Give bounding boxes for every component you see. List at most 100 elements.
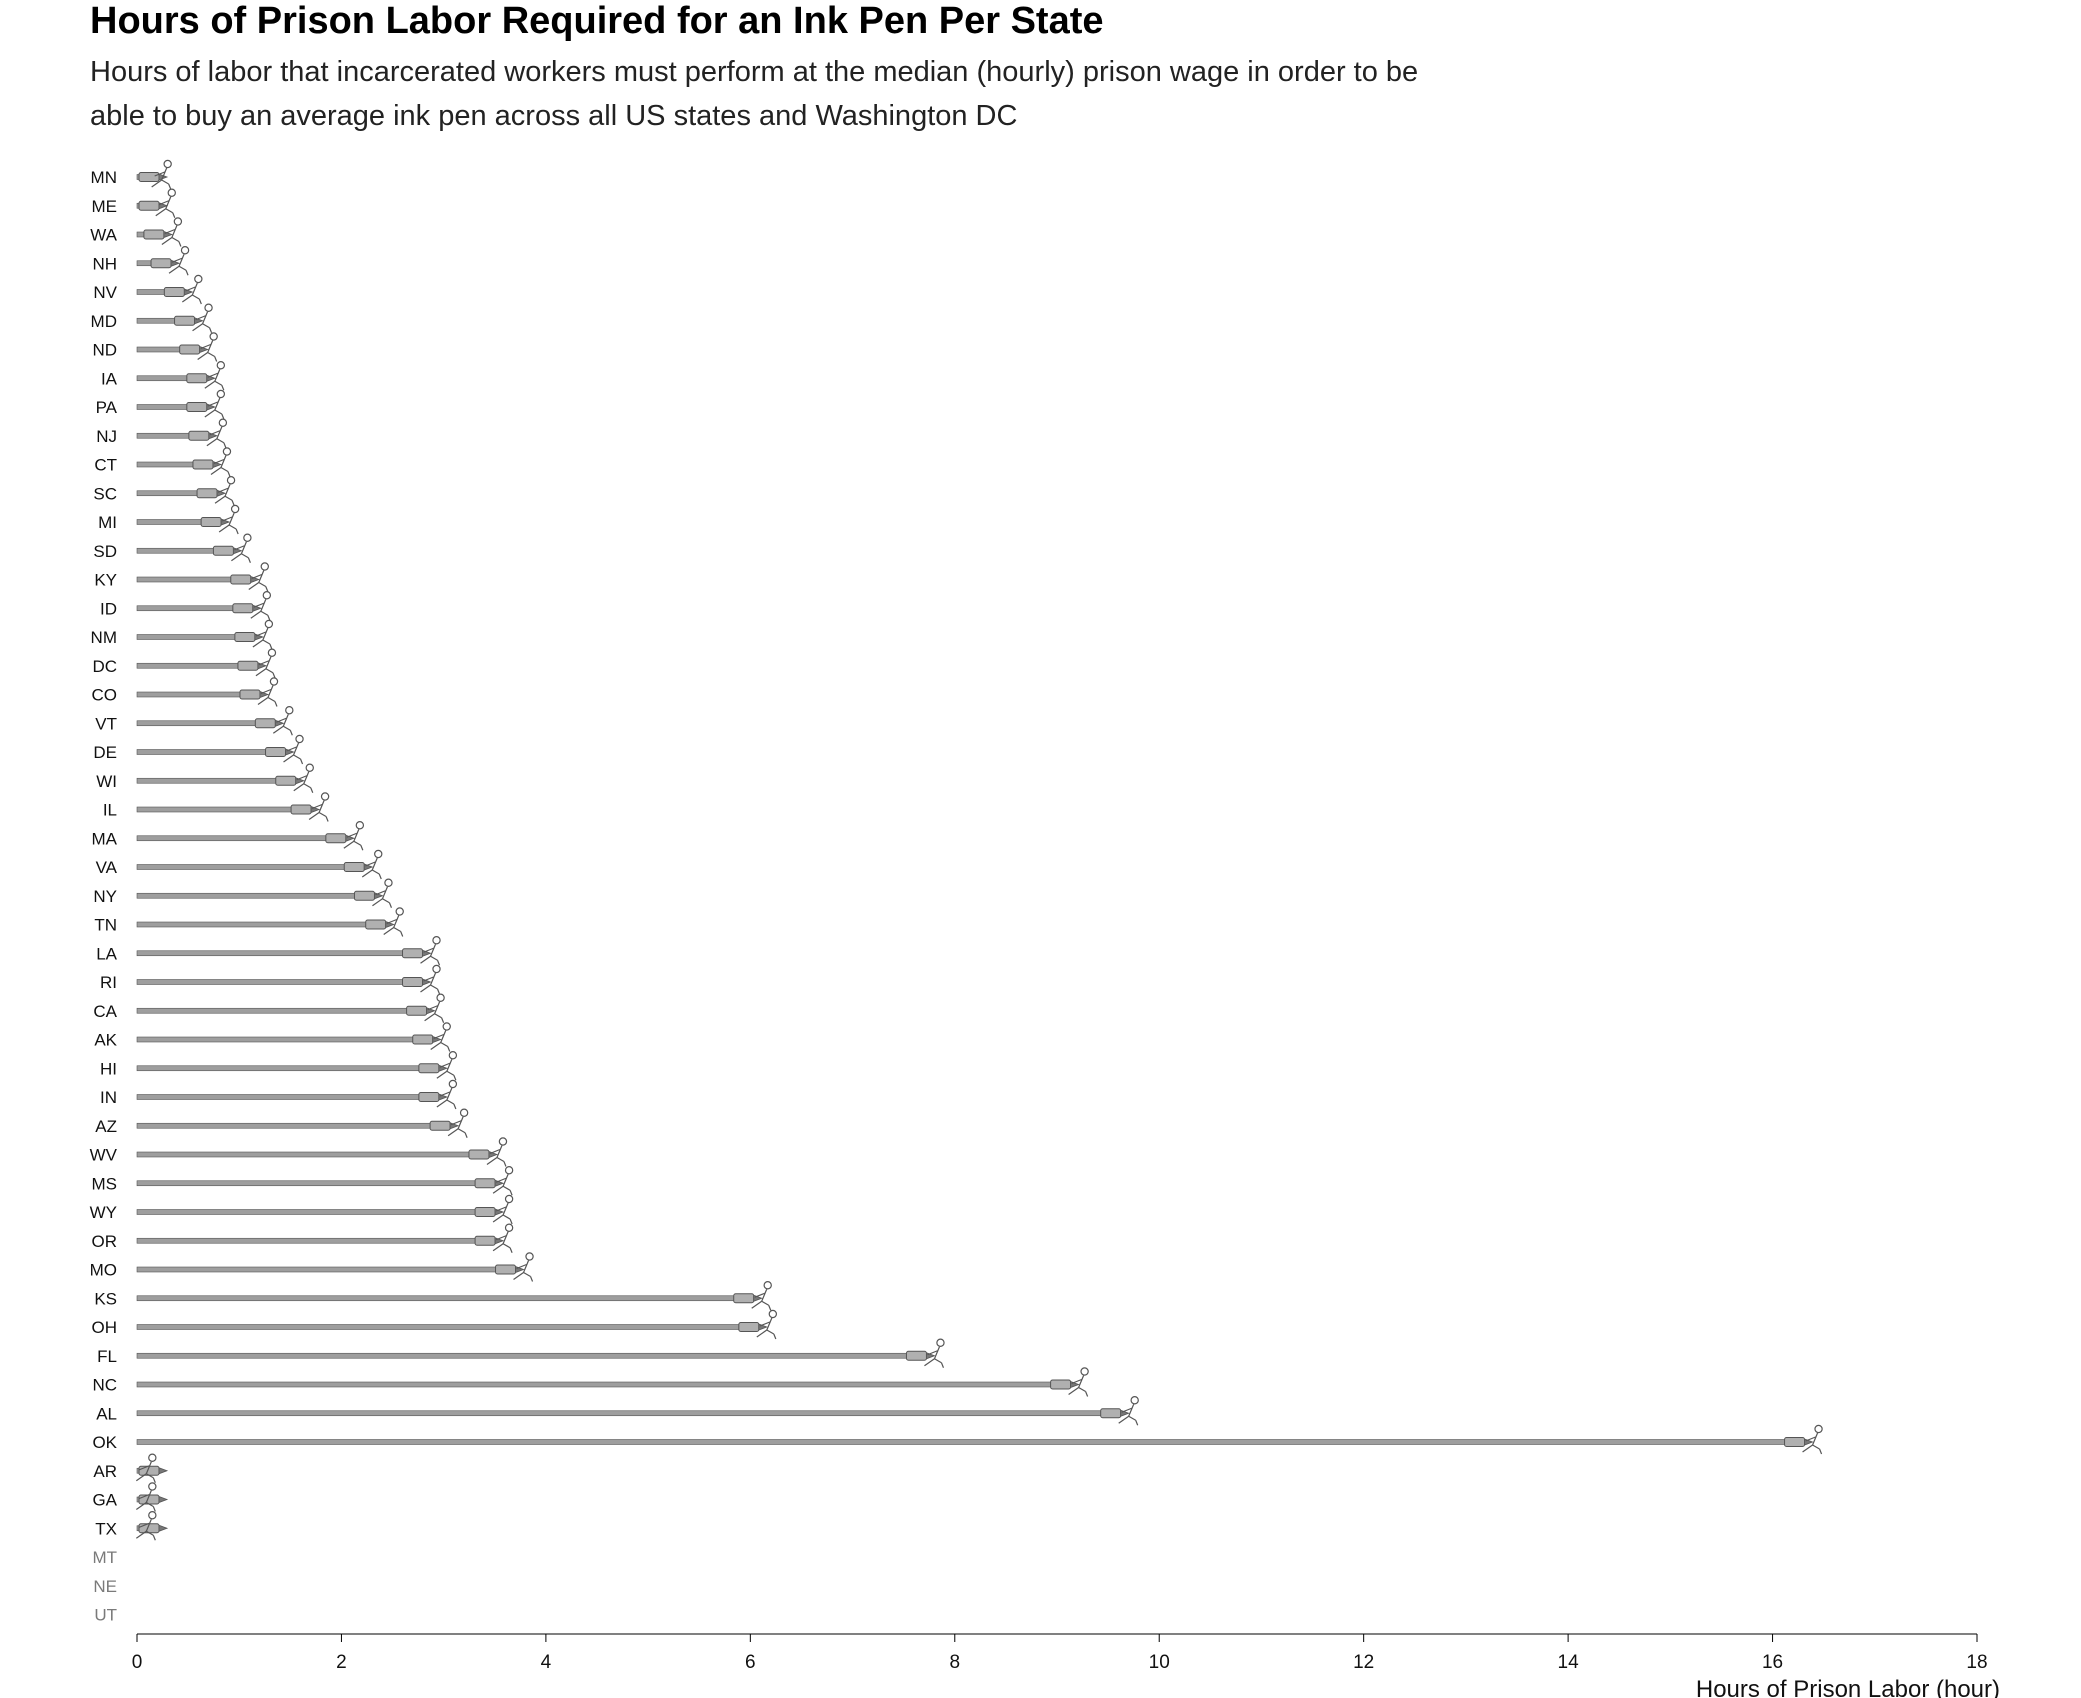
worker-arm	[1805, 1436, 1816, 1442]
worker-leg-back	[204, 409, 216, 418]
worker-shin	[198, 298, 202, 305]
worker-leg-back	[252, 639, 264, 648]
worker-shin	[172, 212, 176, 218]
pen-grip	[402, 977, 424, 987]
worker-torso	[381, 886, 389, 899]
worker-torso	[933, 1346, 941, 1359]
worker-arm	[251, 573, 263, 580]
worker-leg-back	[486, 1157, 498, 1165]
worker-figure	[492, 1194, 514, 1225]
worker-shin	[310, 787, 314, 793]
pen-bar	[136, 1410, 1103, 1417]
worker-figure	[155, 188, 176, 218]
worker-arm	[221, 516, 233, 522]
state-label: OH	[92, 1318, 118, 1337]
worker-arm	[139, 1493, 150, 1500]
worker-leg-back	[250, 610, 262, 619]
pen-grip	[325, 833, 347, 844]
worker-arm	[423, 947, 434, 953]
pen-grip	[468, 1149, 490, 1160]
worker-arm	[255, 631, 267, 637]
state-label: WV	[90, 1146, 118, 1165]
worker-arm	[427, 1005, 438, 1011]
pen-bar	[136, 662, 241, 669]
worker-arm	[139, 1465, 150, 1471]
pen-grip	[186, 373, 208, 384]
state-label: DE	[93, 743, 117, 762]
worker-figure	[361, 849, 383, 880]
worker-head	[320, 792, 330, 801]
pen-bar	[136, 691, 243, 698]
worker-head	[432, 936, 441, 945]
worker-leg-back	[192, 323, 203, 332]
worker-arm	[207, 372, 219, 378]
state-label: MT	[92, 1548, 117, 1567]
worker-torso	[496, 1145, 503, 1158]
pen-bar	[136, 1180, 478, 1187]
x-tick-label: 14	[1558, 1652, 1580, 1673]
state-label: CT	[94, 456, 117, 475]
worker-leg-back	[924, 1358, 935, 1367]
worker-shin	[152, 1477, 156, 1483]
worker-torso	[1128, 1404, 1135, 1417]
worker-leg-back	[257, 697, 269, 705]
pen-grip	[237, 660, 259, 671]
worker-figure	[272, 706, 294, 736]
worker-head	[267, 648, 277, 657]
worker-shin	[152, 1535, 156, 1541]
worker-leg-back	[272, 725, 284, 734]
worker-shin	[178, 241, 182, 247]
pen-bar	[136, 1381, 1053, 1388]
pen-grip	[733, 1293, 755, 1304]
worker-figure	[135, 1482, 157, 1512]
worker-arm	[207, 401, 219, 407]
worker-torso	[240, 541, 247, 554]
worker-leg-back	[283, 754, 294, 763]
worker-leg-front	[934, 1358, 942, 1364]
pen-grip	[138, 200, 160, 211]
pen-bar	[136, 1209, 478, 1215]
worker-figure	[751, 1281, 772, 1311]
worker-arm	[1121, 1407, 1132, 1413]
pen-grip	[232, 603, 254, 614]
worker-torso	[502, 1202, 509, 1216]
state-label: NE	[93, 1577, 117, 1596]
state-label: ID	[100, 599, 117, 618]
worker-leg-front	[440, 1041, 449, 1048]
worker-arm	[209, 430, 221, 436]
pen-bar	[136, 1237, 478, 1244]
x-tick-label: 16	[1762, 1652, 1783, 1673]
worker-leg-back	[1068, 1387, 1079, 1395]
worker-arm	[1071, 1378, 1082, 1385]
worker-head	[218, 418, 228, 427]
worker-head	[243, 533, 252, 542]
worker-torso	[440, 1030, 447, 1043]
state-label: SC	[93, 484, 117, 503]
worker-leg-front	[502, 1214, 511, 1220]
worker-leg-front	[224, 495, 233, 501]
worker-leg-front	[146, 1501, 154, 1508]
worker-figure	[218, 504, 240, 535]
worker-leg-back	[231, 553, 242, 562]
pen-grip	[429, 1120, 451, 1131]
state-label: NY	[93, 887, 117, 906]
bars-layer	[136, 172, 1814, 1534]
worker-shin	[214, 356, 218, 362]
worker-shin	[503, 1161, 507, 1167]
worker-leg-front	[371, 869, 380, 875]
worker-shin	[168, 183, 172, 190]
worker-head	[226, 476, 236, 485]
worker-shin	[299, 758, 304, 765]
worker-head	[163, 159, 172, 169]
pen-grip	[1050, 1379, 1072, 1390]
worker-figure	[1068, 1367, 1089, 1397]
worker-torso	[260, 599, 267, 612]
state-label: WA	[90, 226, 117, 245]
worker-torso	[262, 627, 269, 641]
worker-head	[525, 1252, 534, 1261]
worker-leg-back	[1802, 1444, 1813, 1453]
worker-leg-back	[135, 1473, 147, 1482]
worker-figure	[492, 1223, 514, 1253]
worker-shin	[231, 500, 235, 506]
worker-shin	[223, 442, 227, 448]
